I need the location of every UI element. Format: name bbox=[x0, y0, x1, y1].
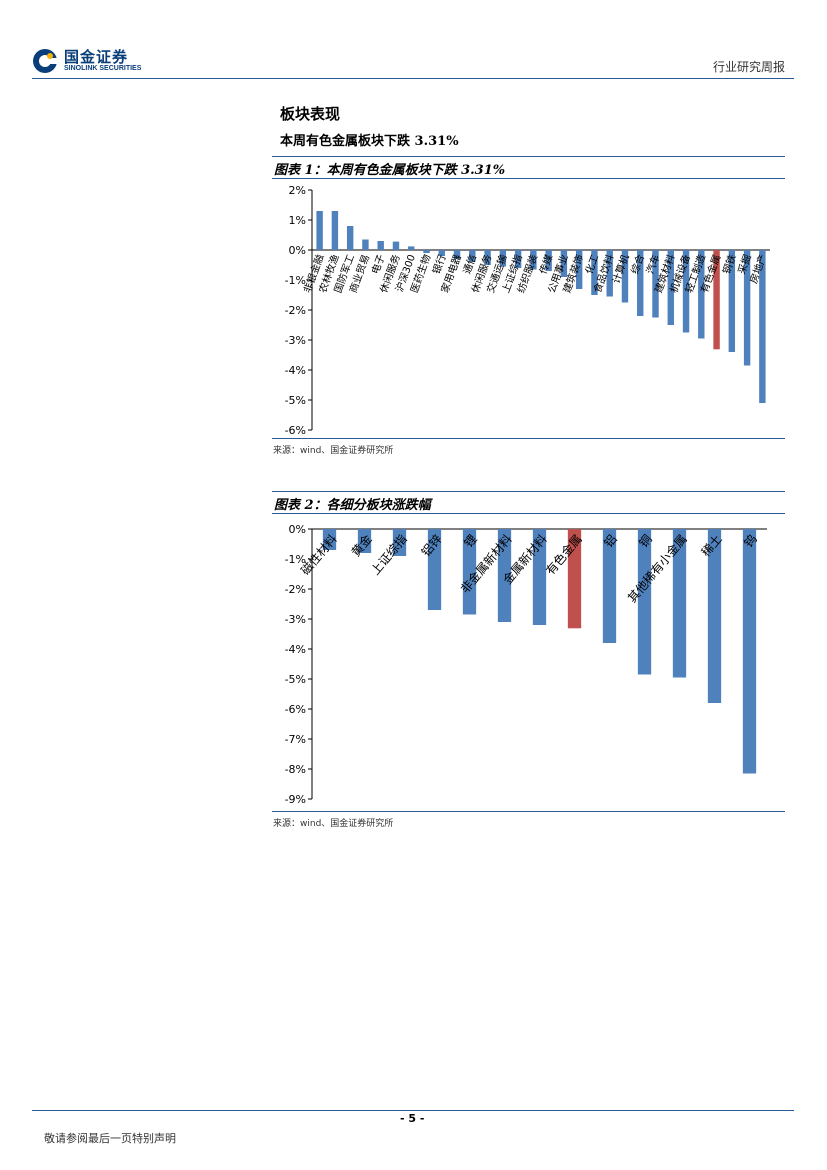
figure-2-top-rule bbox=[272, 491, 785, 492]
header-divider bbox=[32, 78, 794, 79]
footer-divider bbox=[32, 1110, 794, 1111]
disclaimer: 敬请参阅最后一页特别声明 bbox=[44, 1132, 176, 1145]
bar-5 bbox=[392, 241, 400, 250]
bar-0 bbox=[316, 211, 323, 250]
bar-9 bbox=[453, 250, 461, 259]
bar-8 bbox=[602, 529, 617, 643]
figure-2-source: 来源：wind、国金证券研究所 bbox=[273, 819, 394, 829]
bar-9 bbox=[637, 529, 652, 675]
y-tick-label: -4% bbox=[285, 364, 306, 377]
figure-1-bottom-rule bbox=[272, 438, 785, 439]
sector-performance-chart: 2% 1% 0% -1% -2% -3% -4% -5% -6% 非银金融 农林牧渔 国防军工 商业贸易… bbox=[272, 180, 785, 438]
y-tick-label: -5% bbox=[285, 673, 306, 686]
logo-mark-icon bbox=[33, 49, 58, 73]
y-tick-label: -4% bbox=[285, 643, 306, 656]
y-tick-label: 2% bbox=[289, 184, 306, 197]
sub-sector-performance-chart: 0% -1% -2% -3% -4% -5% -6% -7% -8% -9% 磁性材料 黄金 上证综指铝… bbox=[272, 515, 785, 811]
bar-1 bbox=[357, 529, 372, 553]
brand-name-cn: 国金证券 bbox=[64, 48, 129, 66]
bar-5 bbox=[497, 529, 512, 622]
y-tick-label: 1% bbox=[289, 214, 306, 227]
bar-2 bbox=[346, 226, 354, 250]
chart-1-svg: 2%1%0%-1%-2%-3%-4%-5%-6%非银金融农林牧渔国防军工商业贸易… bbox=[285, 184, 770, 437]
y-tick-label: -7% bbox=[285, 733, 306, 746]
y-tick-label: -6% bbox=[285, 424, 306, 437]
section-subtitle: 本周有色金属板块下跌 3.31% bbox=[280, 134, 459, 149]
bar-23 bbox=[667, 250, 674, 325]
bar-3 bbox=[362, 239, 369, 250]
figure-2-bottom-rule bbox=[272, 811, 785, 812]
figure-2-title: 图表 2：各细分板块涨跌幅 bbox=[274, 498, 431, 513]
y-tick-label: 0% bbox=[289, 244, 306, 257]
page-number: - 5 - bbox=[400, 1112, 425, 1125]
chart-2-svg: 0%-1%-2%-3%-4%-5%-6%-7%-8%-9%磁性材料 黄金上证综指铝… bbox=[285, 523, 767, 806]
figure-1-title: 图表 1：本周有色金属板块下跌 3.31% bbox=[274, 163, 506, 178]
bar-19 bbox=[606, 250, 613, 297]
bar-1 bbox=[331, 211, 339, 250]
bar-20 bbox=[621, 250, 629, 303]
y-tick-label: -5% bbox=[285, 394, 306, 407]
bar-27 bbox=[728, 250, 736, 352]
bar-15 bbox=[545, 250, 552, 271]
bar-14 bbox=[530, 250, 537, 270]
bar-29 bbox=[759, 250, 766, 403]
y-tick-label: -1% bbox=[285, 553, 306, 566]
bar-24 bbox=[682, 250, 690, 333]
bar-16 bbox=[560, 250, 568, 277]
bar-17 bbox=[575, 250, 583, 289]
section-title: 板块表现 bbox=[280, 105, 341, 123]
bar-6 bbox=[532, 529, 547, 625]
bar-26 bbox=[713, 250, 720, 350]
company-logo: 国金证券 SINOLINK SECURITIES bbox=[32, 46, 156, 78]
bar-6 bbox=[408, 246, 415, 250]
bar-2 bbox=[392, 529, 407, 556]
bar-7 bbox=[567, 529, 582, 629]
y-tick-label: -2% bbox=[285, 304, 306, 317]
report-type: 行业研究周报 bbox=[712, 60, 785, 74]
y-tick-label: -3% bbox=[285, 613, 306, 626]
bar-28 bbox=[743, 250, 751, 366]
bar-0 bbox=[322, 529, 337, 550]
y-tick-label: -8% bbox=[285, 763, 306, 776]
y-tick-label: 0% bbox=[289, 523, 306, 536]
bar-4 bbox=[377, 241, 384, 250]
y-tick-label: -1% bbox=[285, 274, 306, 287]
bar-10 bbox=[469, 250, 476, 262]
figure-1-title-rule bbox=[272, 178, 785, 179]
figure-1-source: 来源：wind、国金证券研究所 bbox=[273, 446, 394, 456]
y-tick-label: -6% bbox=[285, 703, 306, 716]
bar-10 bbox=[672, 529, 687, 678]
bar-21 bbox=[637, 250, 644, 316]
figure-1-top-rule bbox=[272, 156, 785, 157]
bar-12 bbox=[499, 250, 507, 267]
bar-4 bbox=[462, 529, 477, 615]
y-tick-label: -9% bbox=[285, 793, 306, 806]
bar-12 bbox=[742, 529, 757, 774]
bar-13 bbox=[514, 250, 522, 268]
bar-11 bbox=[484, 250, 491, 265]
brand-name-en: SINOLINK SECURITIES bbox=[64, 65, 142, 72]
bar-8 bbox=[438, 250, 445, 256]
bar-18 bbox=[591, 250, 598, 295]
figure-2-title-rule bbox=[272, 513, 785, 514]
bar-11 bbox=[707, 529, 722, 703]
bar-3 bbox=[427, 529, 442, 610]
y-tick-label: -3% bbox=[285, 334, 306, 347]
bar-7 bbox=[423, 250, 430, 253]
bar-22 bbox=[652, 250, 659, 318]
bar-25 bbox=[698, 250, 705, 339]
y-tick-label: -2% bbox=[285, 583, 306, 596]
